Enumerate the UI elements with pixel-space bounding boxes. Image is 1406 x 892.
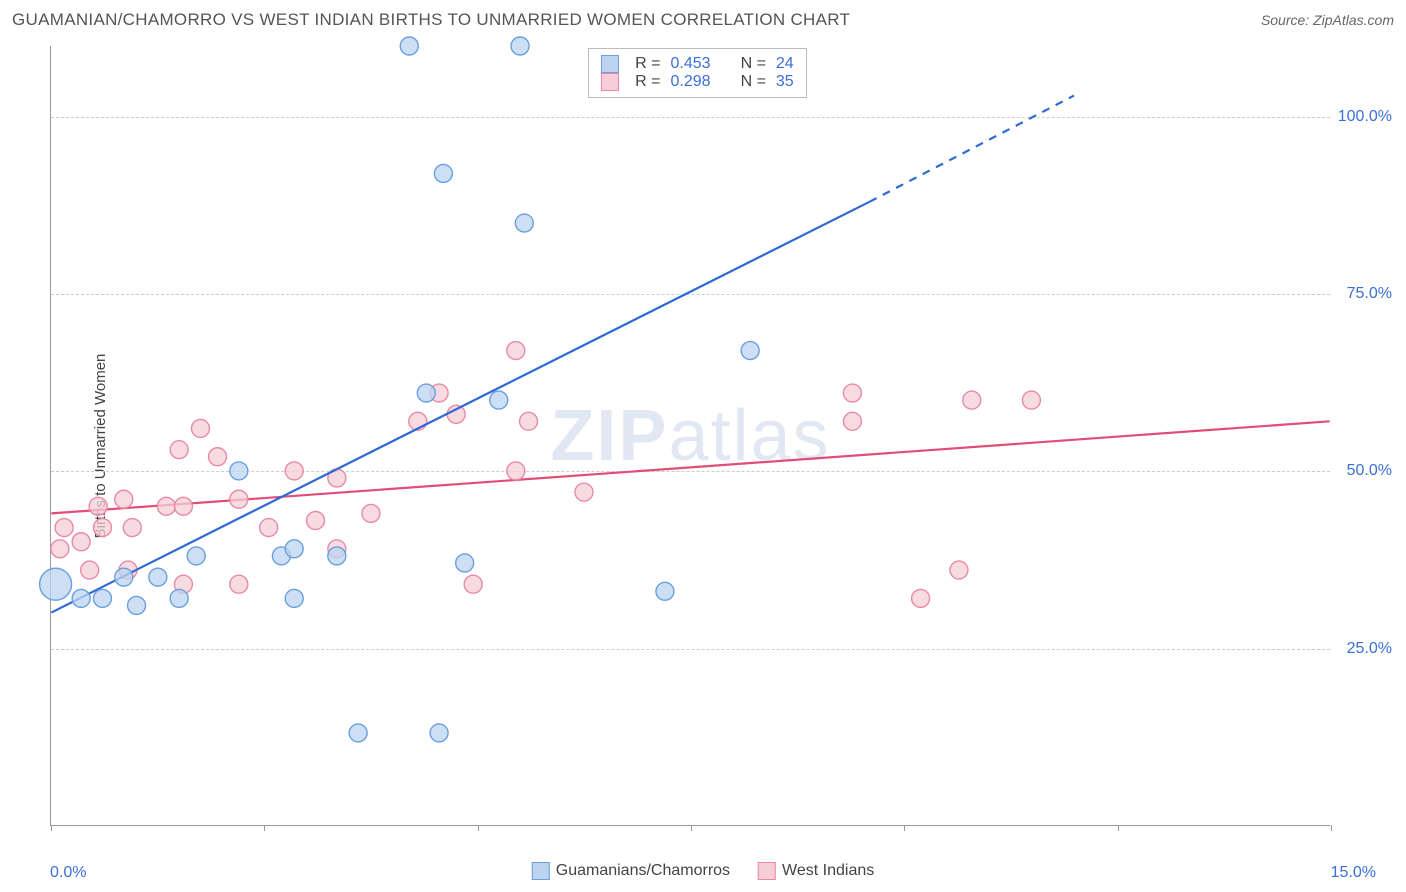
y-tick-label: 100.0% [1338,108,1392,126]
x-tick [691,825,692,831]
data-point [507,342,525,360]
x-tick [51,825,52,831]
y-tick-label: 50.0% [1347,462,1392,480]
data-point [575,483,593,501]
data-point [434,164,452,182]
x-tick [904,825,905,831]
legend-bottom: Guamanians/Chamorros West Indians [532,862,875,880]
chart-container: GUAMANIAN/CHAMORRO VS WEST INDIAN BIRTHS… [0,0,1406,892]
data-point [430,724,448,742]
y-tick-label: 75.0% [1347,285,1392,303]
x-tick [1331,825,1332,831]
x-tick-label-min: 0.0% [50,864,86,882]
stats-row: R = 0.298 N = 35 [601,73,794,91]
data-point [51,540,69,558]
n-value: 24 [776,55,794,73]
data-point [515,214,533,232]
legend-item: West Indians [758,862,874,880]
data-point [490,391,508,409]
legend-label: Guamanians/Chamorros [556,862,730,879]
data-point [149,568,167,586]
x-tick [1118,825,1119,831]
data-point [170,441,188,459]
data-point [963,391,981,409]
r-label: R = [635,55,660,73]
scatter-svg [51,46,1330,825]
data-point [230,462,248,480]
title-bar: GUAMANIAN/CHAMORRO VS WEST INDIAN BIRTHS… [12,10,1394,30]
legend-swatch [532,862,550,880]
stats-row: R = 0.453 N = 24 [601,55,794,73]
data-point [40,568,72,600]
data-point [520,412,538,430]
stats-swatch [601,73,619,91]
trend-line [51,202,869,613]
data-point [307,511,325,529]
data-point [741,342,759,360]
data-point [123,519,141,537]
data-point [349,724,367,742]
r-value: 0.298 [671,73,711,91]
n-label: N = [741,55,766,73]
data-point [89,497,107,515]
chart-title: GUAMANIAN/CHAMORRO VS WEST INDIAN BIRTHS… [12,10,850,30]
data-point [464,575,482,593]
source-prefix: Source: [1261,12,1313,28]
x-tick-label-max: 15.0% [1331,864,1376,882]
data-point [128,596,146,614]
data-point [1022,391,1040,409]
x-tick [264,825,265,831]
source-name: ZipAtlas.com [1313,12,1394,28]
y-tick-label: 25.0% [1347,640,1392,658]
r-value: 0.453 [671,55,711,73]
data-point [843,384,861,402]
data-point [456,554,474,572]
data-point [209,448,227,466]
data-point [511,37,529,55]
data-point [417,384,435,402]
n-value: 35 [776,73,794,91]
data-point [285,462,303,480]
data-point [950,561,968,579]
data-point [115,568,133,586]
data-point [843,412,861,430]
data-point [93,589,111,607]
data-point [507,462,525,480]
data-point [174,497,192,515]
data-point [230,490,248,508]
data-point [362,504,380,522]
data-point [72,533,90,551]
data-point [93,519,111,537]
r-label: R = [635,73,660,91]
data-point [400,37,418,55]
legend-swatch [758,862,776,880]
legend-item: Guamanians/Chamorros [532,862,730,880]
data-point [55,519,73,537]
source-attribution: Source: ZipAtlas.com [1261,12,1394,28]
data-point [260,519,278,537]
plot-area: ZIPatlas R = 0.453N = 24R = 0.298N = 35 [50,46,1330,826]
data-point [81,561,99,579]
data-point [72,589,90,607]
trend-line-dashed [869,96,1074,202]
data-point [230,575,248,593]
data-point [656,582,674,600]
x-tick [478,825,479,831]
data-point [157,497,175,515]
n-label: N = [741,73,766,91]
data-point [447,405,465,423]
data-point [191,419,209,437]
data-point [115,490,133,508]
stats-swatch [601,55,619,73]
data-point [285,540,303,558]
data-point [912,589,930,607]
correlation-stats-box: R = 0.453 N = 24 R = 0.298 N = 35 [588,48,807,98]
data-point [328,547,346,565]
legend-label: West Indians [782,862,874,879]
data-point [187,547,205,565]
data-point [170,589,188,607]
data-point [285,589,303,607]
